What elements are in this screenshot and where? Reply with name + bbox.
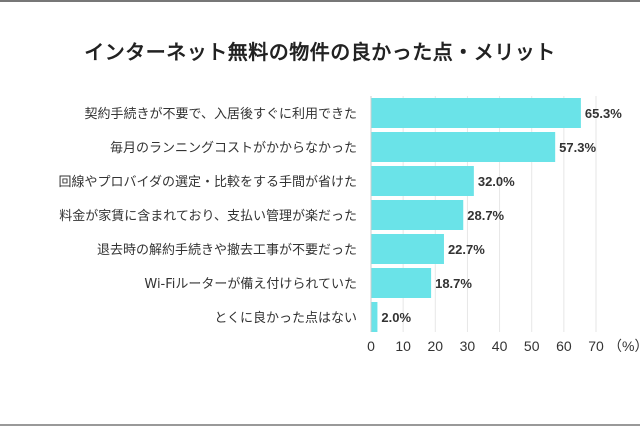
bar <box>371 268 432 298</box>
data-label: 32.0% <box>478 174 515 189</box>
bottom-border <box>0 424 640 426</box>
x-tick-label: 40 <box>492 338 508 354</box>
x-tick-label: 20 <box>427 338 443 354</box>
data-label: 65.3% <box>585 106 622 121</box>
data-label: 22.7% <box>448 242 485 257</box>
category-label: 契約手続きが不要で、入居後すぐに利用できた <box>85 107 357 122</box>
category-label: Wi-Fiルーターが備え付けられていた <box>144 276 357 292</box>
x-tick-label: 0 <box>367 338 375 354</box>
category-label: 回線やプロバイダの選定・比較をする手間が省けた <box>59 174 357 190</box>
data-label: 57.3% <box>559 140 596 155</box>
x-tick-label: 70 <box>588 338 604 354</box>
bar <box>371 132 556 162</box>
data-label: 18.7% <box>435 276 472 291</box>
bar <box>371 166 474 196</box>
bar <box>371 234 444 264</box>
bar <box>371 98 581 128</box>
data-label: 28.7% <box>467 208 504 223</box>
bar <box>371 200 464 230</box>
category-label: 毎月のランニングコストがかからなかった <box>110 140 357 156</box>
category-label: 料金が家賃に含まれており、支払い管理が楽だった <box>59 208 357 224</box>
x-tick-label: 10 <box>395 338 411 354</box>
x-tick-label: 30 <box>460 338 476 354</box>
bar <box>371 302 378 332</box>
data-label: 2.0% <box>381 310 411 325</box>
category-label: とくに良かった点はない <box>214 310 357 326</box>
chart-title: インターネット無料の物件の良かった点・メリット <box>84 40 556 64</box>
top-border <box>0 0 640 2</box>
x-tick-label: 50 <box>524 338 540 354</box>
category-label: 退去時の解約手続きや撤去工事が不要だった <box>97 242 357 258</box>
x-tick-label: 60 <box>556 338 572 354</box>
x-unit-label: （%） <box>608 338 640 354</box>
